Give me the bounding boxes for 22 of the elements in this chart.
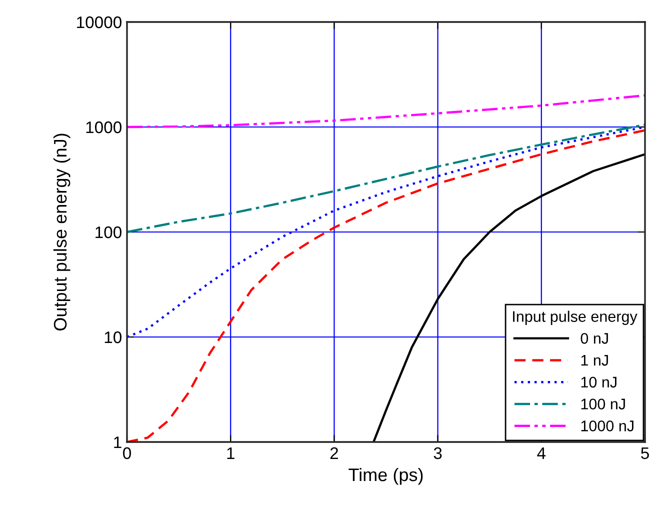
y-tick-label: 1 [114,436,122,448]
x-tick-label: 4 [537,447,546,459]
x-tick-label: 3 [434,447,442,460]
x-tick-label: 0 [123,447,131,460]
x-axis-title: Time (ps) [348,468,423,485]
y-tick-label: 10000 [77,16,122,28]
x-tick-label: 5 [641,447,649,460]
line-series [372,153,645,442]
line-series [127,94,645,128]
legend-label: 1 nJ [581,355,608,366]
y-axis-title: Output pulse energy (nJ) [53,134,70,330]
legend-label: 1000 nJ [581,420,634,432]
x-tick-label: 1 [227,447,234,459]
legend-label: 0 nJ [580,333,608,344]
legend-title: Input pulse energy [513,310,638,325]
legend-label: 100 nJ [581,398,625,410]
y-tick-label: 100 [96,226,122,238]
line-series [127,124,645,234]
x-tick-label: 2 [330,447,338,459]
y-tick-label: 1000 [86,121,122,134]
legend-label: 10 nJ [581,376,616,388]
y-tick-label: 10 [104,331,122,344]
